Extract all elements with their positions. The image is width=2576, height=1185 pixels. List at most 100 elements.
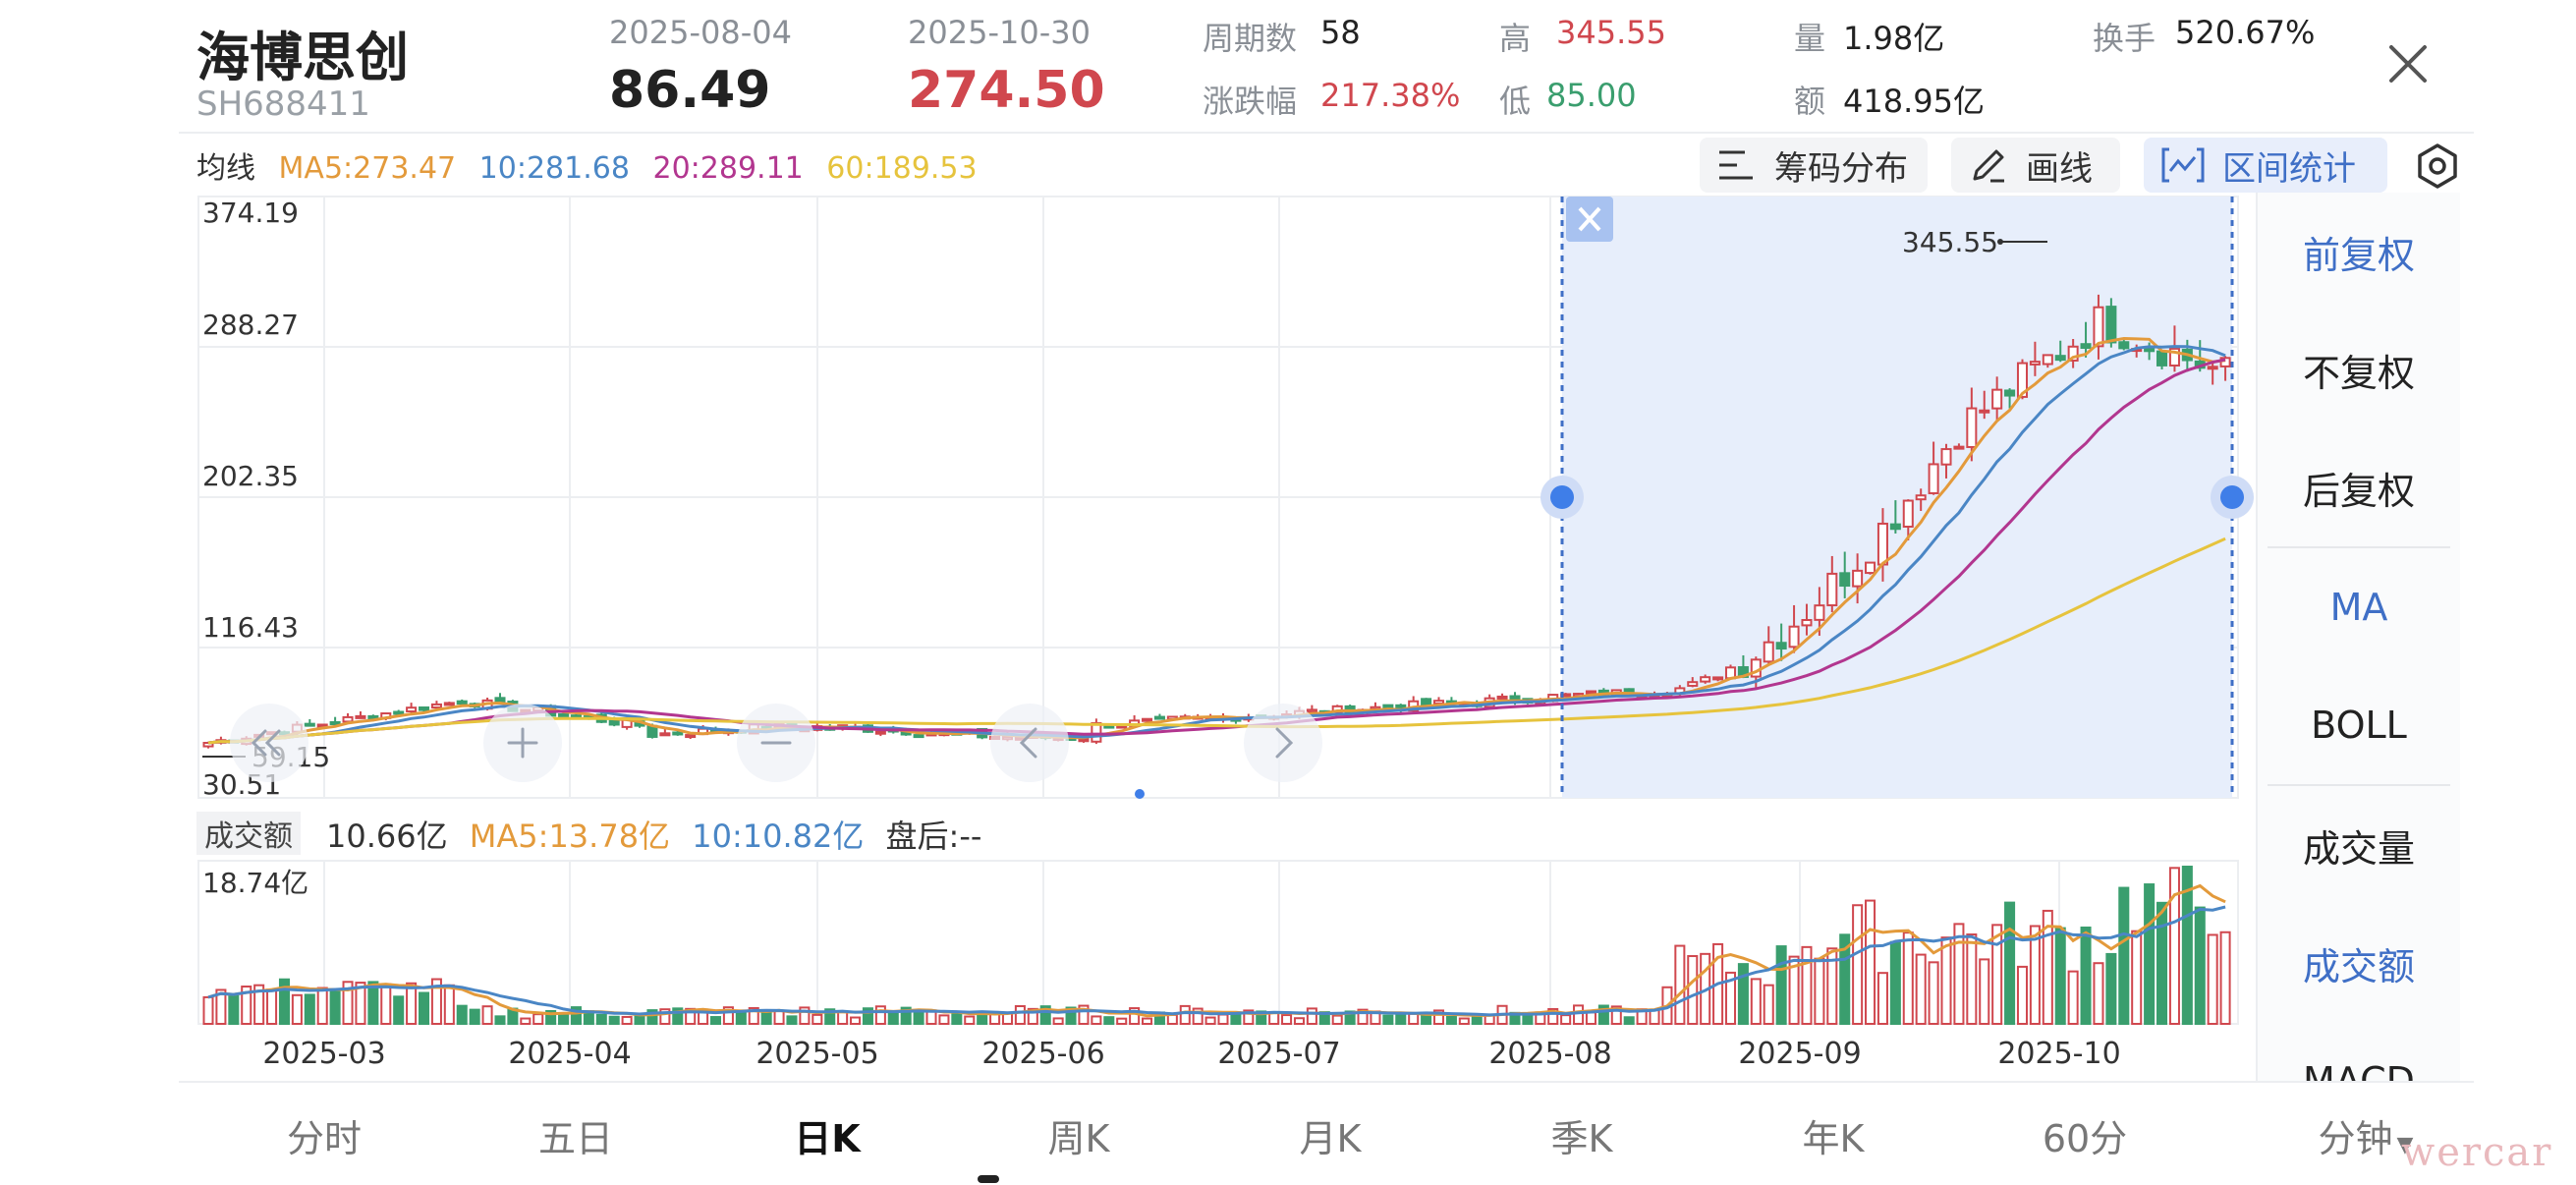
tab-quarterly-k[interactable]: 季K	[1550, 1117, 1613, 1160]
volume-bar	[1597, 1004, 1609, 1026]
selection-handle-right-dot	[2220, 485, 2244, 509]
tab-intraday[interactable]: 分时	[286, 1117, 363, 1160]
draw-line-button[interactable]: 画线	[1951, 138, 2120, 193]
candle-body	[1496, 695, 1508, 700]
candle-body	[456, 700, 468, 705]
candle-body	[1788, 625, 1800, 649]
tab-weekly-k[interactable]: 周K	[1047, 1117, 1110, 1160]
tab-five-day[interactable]: 五日	[537, 1117, 614, 1160]
volume-bar	[1166, 1013, 1178, 1025]
candle-body	[1142, 717, 1153, 722]
volume-bar	[938, 1014, 950, 1025]
volume-bar	[1940, 936, 1952, 1025]
volume-bar	[1293, 1017, 1305, 1025]
candle-body	[329, 720, 341, 725]
boll-indicator-option[interactable]: BOLL	[2311, 704, 2407, 747]
volume-indicator-option[interactable]: 成交量	[2302, 826, 2415, 871]
volume-bar	[430, 978, 442, 1026]
ma-legend: 均线 MA5:273.47 10:281.68 20:289.11 60:189…	[196, 143, 991, 187]
volume-bar	[913, 1012, 924, 1026]
max-price-marker: 345.55	[1902, 226, 1998, 258]
volume-bar	[520, 1017, 532, 1026]
tab-minute[interactable]: 分钟 ▼	[2319, 1108, 2414, 1162]
watermark: wercar	[2401, 1130, 2553, 1175]
volume-ma10-line	[207, 905, 2226, 1017]
tab-60min[interactable]: 60分	[2042, 1117, 2128, 1160]
volume-bar	[2004, 901, 2016, 1026]
volume-bar	[1204, 1016, 1216, 1026]
volume-bar	[1724, 971, 1737, 1026]
volume-bar	[672, 1007, 684, 1026]
amount-indicator-option[interactable]: 成交额	[2302, 944, 2415, 988]
no-adjust-option[interactable]: 不复权	[2302, 351, 2415, 395]
volume-bar	[1445, 1015, 1457, 1026]
volume-bar	[900, 1006, 912, 1025]
volume-value: 1.98亿	[1843, 20, 1945, 57]
candle-body	[2093, 306, 2104, 348]
candle-body	[1839, 572, 1851, 588]
volume-bar	[1230, 1013, 1242, 1026]
range-stats-button[interactable]: 区间统计	[2144, 138, 2387, 193]
candle-body	[1928, 463, 1939, 494]
volume-label: 量	[1794, 20, 1826, 57]
x-tick-label: 2025-09	[1738, 1037, 1861, 1071]
close-icon	[1578, 206, 1601, 232]
change-label: 涨跌幅	[1203, 83, 1298, 120]
next-button[interactable]	[1244, 704, 1322, 782]
volume-bar	[545, 1009, 557, 1026]
volume-bar	[608, 1015, 620, 1025]
volume-bar	[874, 1005, 886, 1026]
volume-bar	[1928, 961, 1939, 1025]
candle-body	[1712, 676, 1724, 681]
candle-body	[443, 702, 455, 706]
volume-bar	[2054, 927, 2066, 1025]
volume-bar	[1876, 972, 1888, 1025]
volume-bar	[329, 988, 341, 1025]
volume-bar	[1179, 1004, 1191, 1026]
volume-bar	[1610, 1005, 1622, 1026]
amount-value: 418.95亿	[1843, 83, 1985, 120]
volume-bar	[2207, 933, 2218, 1026]
volume-bar	[228, 994, 240, 1025]
candle-body	[1775, 642, 1787, 650]
settings-icon[interactable]	[2413, 141, 2462, 191]
candle-body	[2004, 389, 2016, 397]
volume-bar	[456, 1004, 468, 1026]
amount-box-label[interactable]: 成交额	[196, 812, 301, 855]
volume-bar	[316, 987, 328, 1026]
candle-body	[608, 719, 620, 726]
ma5-line	[207, 336, 2226, 745]
tab-monthly-k[interactable]: 月K	[1299, 1117, 1362, 1160]
volume-bar	[494, 1015, 506, 1025]
page-indicator-dot	[1135, 789, 1145, 799]
chip-distribution-button[interactable]: 筹码分布	[1700, 138, 1928, 193]
volume-bar	[2105, 952, 2117, 1025]
volume-bar	[2093, 962, 2104, 1026]
volume-bar	[659, 1008, 671, 1025]
x-tick-label: 2025-07	[1217, 1037, 1340, 1071]
backward-adjust-option[interactable]: 后复权	[2302, 469, 2415, 513]
ma-label: 均线	[196, 151, 255, 186]
volume-legend: 10.66亿 MA5:13.78亿 10:10.82亿 盘后:--	[326, 812, 993, 857]
candle-body	[1421, 698, 1432, 706]
volume-bar	[1306, 1007, 1317, 1025]
tab-daily-k[interactable]: 日K	[794, 1117, 861, 1160]
candle-body	[1953, 445, 1965, 450]
candle-body	[1966, 407, 1978, 448]
close-icon[interactable]	[2378, 33, 2438, 94]
candle-body	[355, 714, 366, 719]
selection-range[interactable]	[1562, 197, 2232, 798]
tab-minute-label: 分钟	[2318, 1117, 2393, 1160]
tab-yearly-k[interactable]: 年K	[1802, 1117, 1865, 1160]
forward-adjust-option[interactable]: 前复权	[2302, 233, 2415, 277]
volume-bar	[367, 981, 379, 1025]
volume-bar	[1522, 1015, 1534, 1025]
prev-button[interactable]	[990, 704, 1069, 782]
candle-body	[2054, 355, 2066, 362]
volume-bar	[1573, 1004, 1585, 1026]
macd-indicator-option[interactable]: MACD	[2303, 1059, 2415, 1081]
after-hours: 盘后:--	[885, 818, 982, 855]
max-marker-dot	[1997, 239, 2003, 245]
ma-indicator-option[interactable]: MA	[2329, 586, 2388, 629]
